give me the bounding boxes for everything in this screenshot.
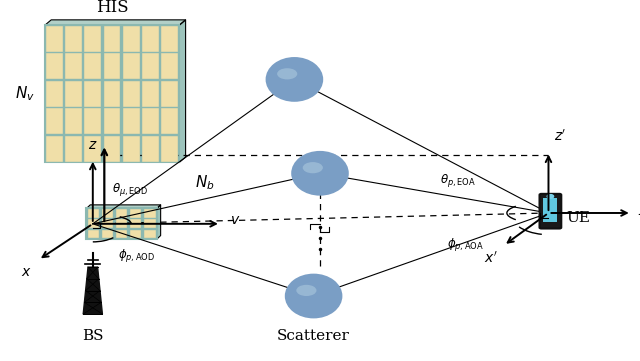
- Bar: [65, 53, 82, 79]
- Text: $\phi_{p,\mathrm{AOD}}$: $\phi_{p,\mathrm{AOD}}$: [118, 247, 156, 264]
- Bar: [130, 219, 141, 228]
- Text: $\phi_{p,\mathrm{AOA}}$: $\phi_{p,\mathrm{AOA}}$: [447, 236, 484, 253]
- Bar: [142, 81, 159, 107]
- Bar: [161, 136, 178, 162]
- Bar: [84, 26, 101, 52]
- Text: $\theta_{\mu,\mathrm{EOD}}$: $\theta_{\mu,\mathrm{EOD}}$: [112, 181, 148, 198]
- Text: $N_b$: $N_b$: [195, 173, 215, 192]
- Text: BS: BS: [82, 329, 104, 343]
- Ellipse shape: [303, 162, 323, 173]
- Bar: [84, 53, 101, 79]
- Ellipse shape: [285, 274, 342, 318]
- Bar: [144, 209, 156, 218]
- Text: $x$: $x$: [21, 265, 32, 279]
- Polygon shape: [179, 20, 186, 162]
- Ellipse shape: [266, 57, 323, 102]
- Bar: [161, 53, 178, 79]
- Bar: [84, 136, 101, 162]
- Bar: [123, 108, 140, 134]
- Bar: [65, 81, 82, 107]
- Bar: [142, 26, 159, 52]
- Bar: [104, 81, 120, 107]
- Bar: [46, 53, 63, 79]
- Bar: [123, 26, 140, 52]
- Polygon shape: [45, 20, 186, 25]
- Bar: [84, 81, 101, 107]
- Text: UE: UE: [566, 212, 590, 225]
- Bar: [88, 230, 99, 238]
- Bar: [104, 108, 120, 134]
- Bar: [84, 108, 101, 134]
- Text: $\theta_{p,\mathrm{EOA}}$: $\theta_{p,\mathrm{EOA}}$: [440, 172, 476, 189]
- Bar: [123, 53, 140, 79]
- Bar: [130, 209, 141, 218]
- Ellipse shape: [296, 285, 317, 296]
- Text: Scatterer: Scatterer: [277, 329, 350, 343]
- Text: $N_v$: $N_v$: [15, 84, 35, 103]
- Bar: [65, 26, 82, 52]
- Bar: [116, 230, 127, 238]
- Bar: [142, 136, 159, 162]
- Bar: [144, 219, 156, 228]
- Bar: [46, 26, 63, 52]
- Bar: [46, 81, 63, 107]
- Bar: [123, 136, 140, 162]
- Bar: [116, 209, 127, 218]
- Bar: [88, 209, 99, 218]
- Bar: [142, 53, 159, 79]
- Text: $z$: $z$: [88, 138, 97, 152]
- Bar: [102, 219, 113, 228]
- Bar: [102, 230, 113, 238]
- Bar: [161, 26, 178, 52]
- Bar: [161, 81, 178, 107]
- Text: $y'$: $y'$: [638, 200, 640, 218]
- Text: $x'$: $x'$: [483, 251, 497, 266]
- Bar: [45, 25, 179, 162]
- Bar: [46, 108, 63, 134]
- Polygon shape: [83, 267, 102, 314]
- Bar: [543, 198, 557, 222]
- Text: HIS: HIS: [96, 0, 128, 16]
- Polygon shape: [157, 205, 161, 239]
- Ellipse shape: [277, 68, 298, 79]
- Bar: [142, 108, 159, 134]
- FancyBboxPatch shape: [540, 194, 561, 229]
- Bar: [130, 230, 141, 238]
- Bar: [104, 136, 120, 162]
- Bar: [123, 81, 140, 107]
- Text: $z'$: $z'$: [554, 129, 566, 144]
- Bar: [161, 108, 178, 134]
- Bar: [65, 136, 82, 162]
- Bar: [102, 209, 113, 218]
- Bar: [104, 53, 120, 79]
- Bar: [144, 230, 156, 238]
- Bar: [116, 219, 127, 228]
- Polygon shape: [86, 205, 161, 208]
- Circle shape: [547, 195, 554, 198]
- Bar: [65, 108, 82, 134]
- Bar: [104, 26, 120, 52]
- Bar: [86, 208, 157, 239]
- Ellipse shape: [291, 151, 349, 196]
- Text: $v$: $v$: [230, 213, 241, 227]
- Bar: [46, 136, 63, 162]
- Bar: [88, 219, 99, 228]
